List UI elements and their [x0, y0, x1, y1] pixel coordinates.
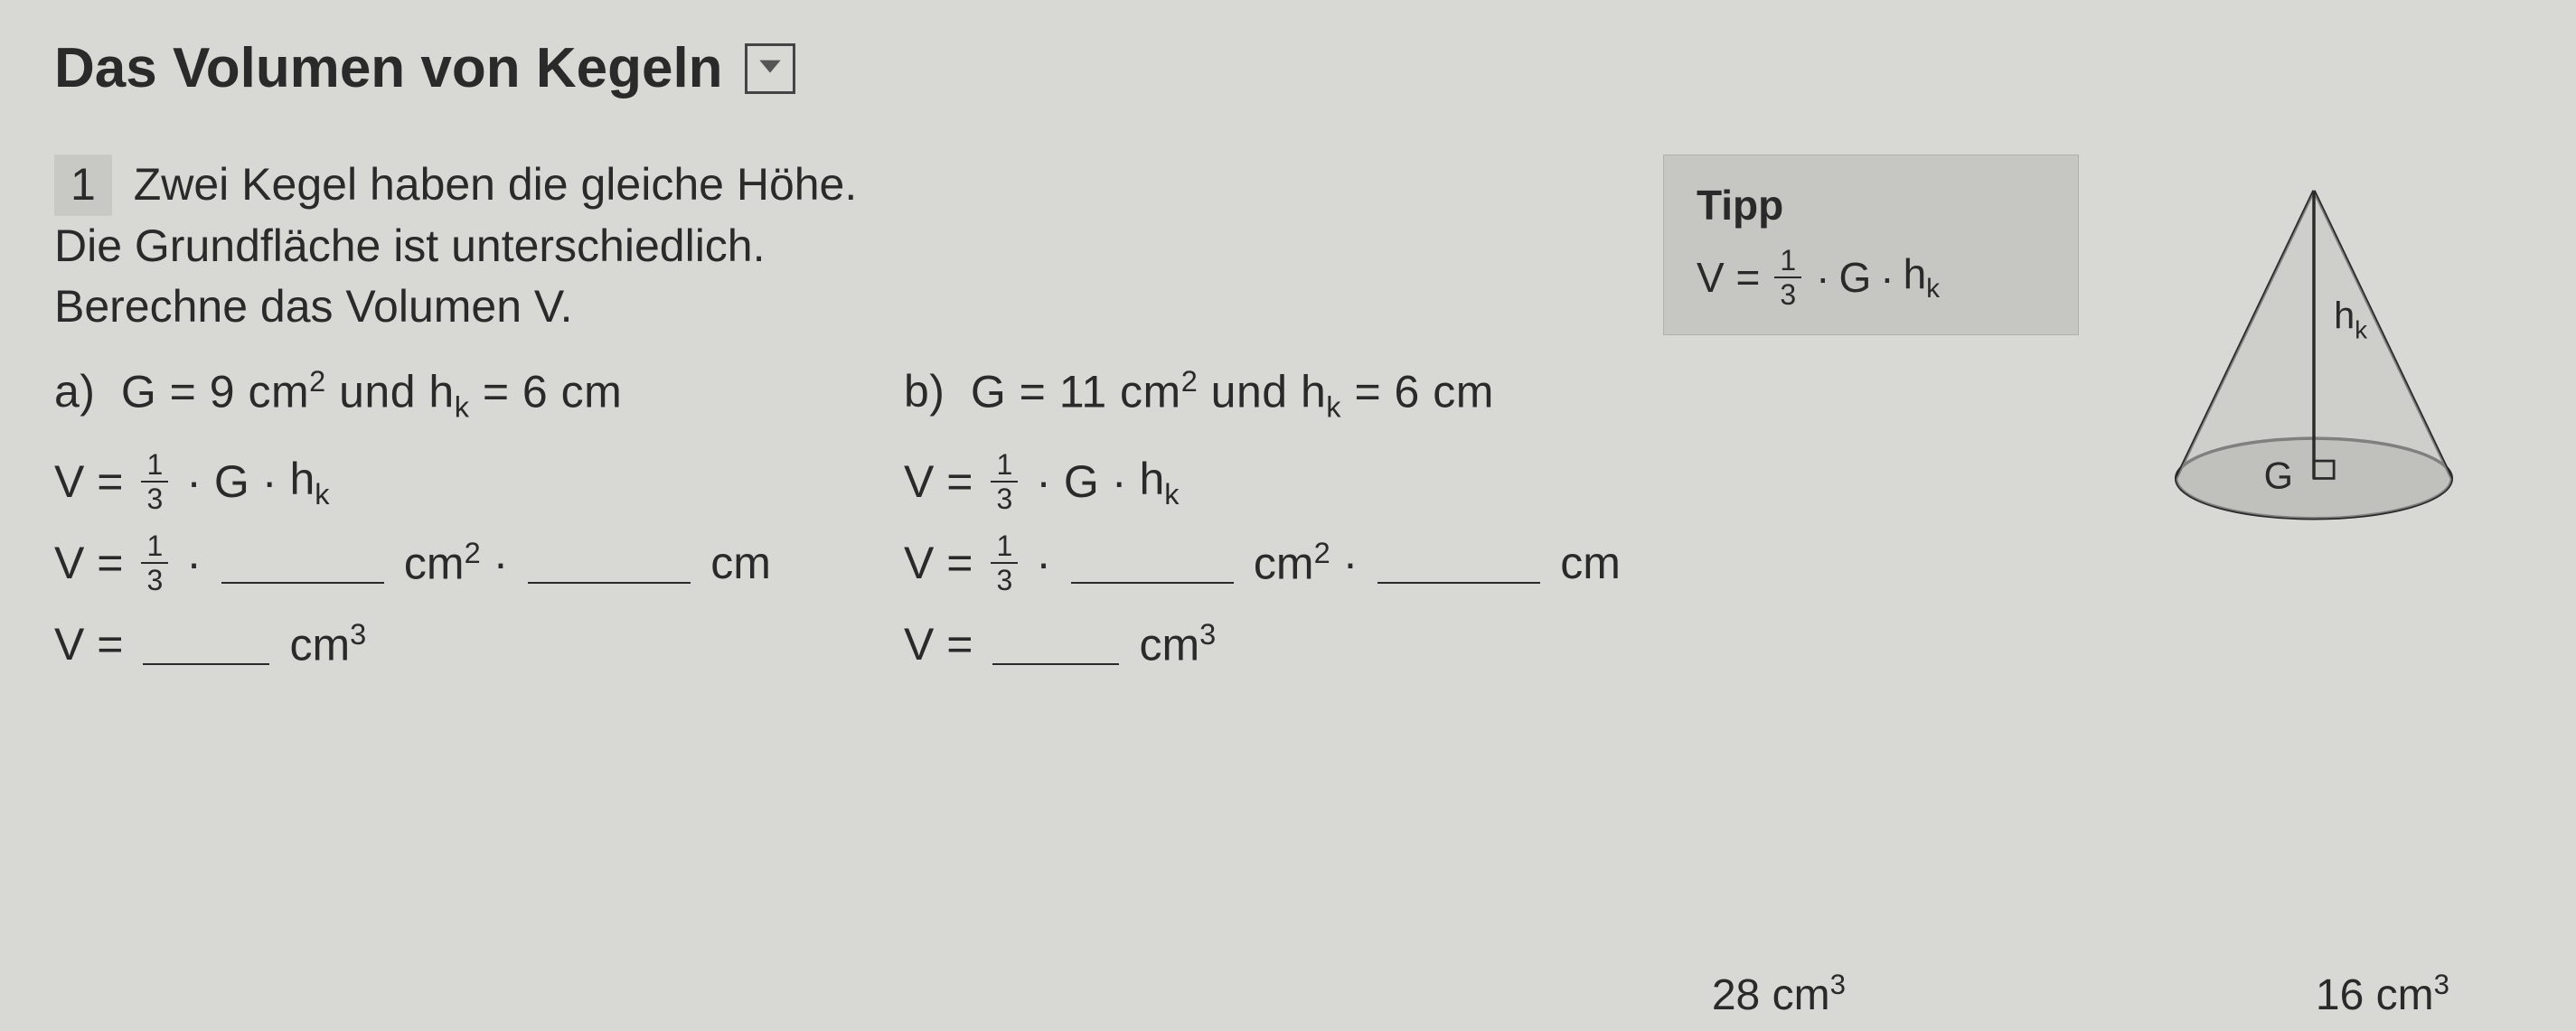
- subtask-b-formula-1: V = 1 3 · G · hk: [904, 449, 1627, 514]
- blank-input[interactable]: [143, 623, 269, 665]
- blank-input[interactable]: [221, 542, 384, 584]
- dot: ·: [262, 455, 277, 508]
- answer-option-2: 16 cm3: [2316, 969, 2449, 1020]
- unit-cm: cm: [1560, 537, 1621, 589]
- h-symbol: hk: [1904, 249, 1941, 305]
- subtask-a-hk: k: [455, 390, 470, 423]
- unit-cm: cm: [710, 537, 771, 589]
- v-eq: V =: [904, 455, 973, 508]
- fraction-one-third: 1 3: [1774, 246, 1801, 309]
- subtask-b-and: und h: [1198, 366, 1326, 417]
- subtask-a: a) G = 9 cm2 und hk = 6 cm V = 1 3 · G ·…: [54, 365, 777, 694]
- subtask-b-given: b) G = 11 cm2 und hk = 6 cm: [904, 365, 1627, 425]
- g-symbol: G: [1064, 455, 1099, 508]
- subtask-a-G-exp: 2: [309, 365, 326, 398]
- unit-cm2: cm2: [404, 537, 481, 590]
- answer-options: 28 cm3 16 cm3: [1712, 969, 2449, 1020]
- subtask-b-label: b): [904, 366, 945, 417]
- subtask-a-label: a): [54, 366, 95, 417]
- h-symbol: hk: [1139, 453, 1179, 511]
- subtask-b-G: G = 11 cm: [971, 366, 1181, 417]
- g-symbol: G: [214, 455, 249, 508]
- intro-text-3: Berechne das Volumen V.: [54, 276, 1627, 338]
- v-eq: V =: [904, 618, 973, 670]
- fraction-one-third: 1 3: [141, 450, 168, 513]
- blank-input[interactable]: [992, 623, 1119, 665]
- right-column: Tipp V = 1 3 · G · hk: [1663, 155, 2522, 552]
- subtasks-row: a) G = 9 cm2 und hk = 6 cm V = 1 3 · G ·…: [54, 365, 1627, 694]
- tipp-title: Tipp: [1697, 181, 2045, 230]
- subtask-b-hval: = 6 cm: [1341, 366, 1494, 417]
- subtask-a-G: G = 9 cm: [121, 366, 309, 417]
- page-title-row: Das Volumen von Kegeln: [54, 36, 2522, 100]
- blank-input[interactable]: [1377, 542, 1540, 584]
- dot: ·: [1036, 455, 1051, 508]
- unit-cm2: cm2: [1254, 537, 1330, 590]
- fraction-one-third: 1 3: [991, 531, 1018, 595]
- v-eq: V =: [1697, 253, 1760, 302]
- funnel-icon: [745, 43, 795, 94]
- left-column: 1 Zwei Kegel haben die gleiche Höhe. Die…: [54, 155, 1627, 693]
- fraction-one-third: 1 3: [991, 450, 1018, 513]
- cone-label-g: G: [2264, 455, 2293, 497]
- blank-input[interactable]: [1071, 542, 1234, 584]
- v-eq: V =: [54, 537, 123, 589]
- intro-block: 1 Zwei Kegel haben die gleiche Höhe. Die…: [54, 155, 1627, 338]
- unit-cm3: cm3: [1139, 618, 1216, 671]
- tipp-box: Tipp V = 1 3 · G · hk: [1663, 155, 2079, 335]
- dot: ·: [1816, 253, 1829, 302]
- v-eq: V =: [904, 537, 973, 589]
- dot: ·: [1880, 253, 1894, 302]
- dot: ·: [186, 537, 202, 589]
- subtask-b: b) G = 11 cm2 und hk = 6 cm V = 1 3 · G …: [904, 365, 1627, 694]
- subtask-a-and: und h: [326, 366, 455, 417]
- subtask-a-hval: = 6 cm: [469, 366, 622, 417]
- task-number: 1: [54, 155, 112, 216]
- h-symbol: hk: [289, 453, 329, 511]
- tipp-formula: V = 1 3 · G · hk: [1697, 246, 2045, 309]
- subtask-b-G-exp: 2: [1181, 365, 1199, 398]
- intro-text-2: Die Grundfläche ist unterschiedlich.: [54, 216, 1627, 277]
- v-eq: V =: [54, 618, 123, 670]
- subtask-b-formula-2: V = 1 3 · cm2 · cm: [904, 530, 1627, 595]
- cone-diagram: hk G: [2106, 155, 2522, 552]
- dot: ·: [186, 455, 202, 508]
- blank-input[interactable]: [528, 542, 691, 584]
- intro-line-1: 1 Zwei Kegel haben die gleiche Höhe.: [54, 155, 1627, 216]
- v-eq: V =: [54, 455, 123, 508]
- unit-cm3: cm3: [289, 618, 366, 671]
- dot: ·: [1112, 455, 1127, 508]
- answer-option-1: 28 cm3: [1712, 969, 1846, 1020]
- intro-text-1: Zwei Kegel haben die gleiche Höhe.: [134, 159, 858, 210]
- subtask-b-hk: k: [1326, 390, 1341, 423]
- subtask-a-formula-3: V = cm3: [54, 612, 777, 677]
- subtask-a-formula-1: V = 1 3 · G · hk: [54, 449, 777, 514]
- dot: ·: [1036, 537, 1051, 589]
- subtask-a-formula-2: V = 1 3 · cm2 · cm: [54, 530, 777, 595]
- subtask-b-formula-3: V = cm3: [904, 612, 1627, 677]
- dot: ·: [1343, 537, 1359, 589]
- fraction-one-third: 1 3: [141, 531, 168, 595]
- page-title: Das Volumen von Kegeln: [54, 36, 723, 100]
- dot: ·: [494, 537, 509, 589]
- subtask-a-given: a) G = 9 cm2 und hk = 6 cm: [54, 365, 777, 425]
- g-symbol: G: [1838, 253, 1871, 302]
- body-row: 1 Zwei Kegel haben die gleiche Höhe. Die…: [54, 155, 2522, 693]
